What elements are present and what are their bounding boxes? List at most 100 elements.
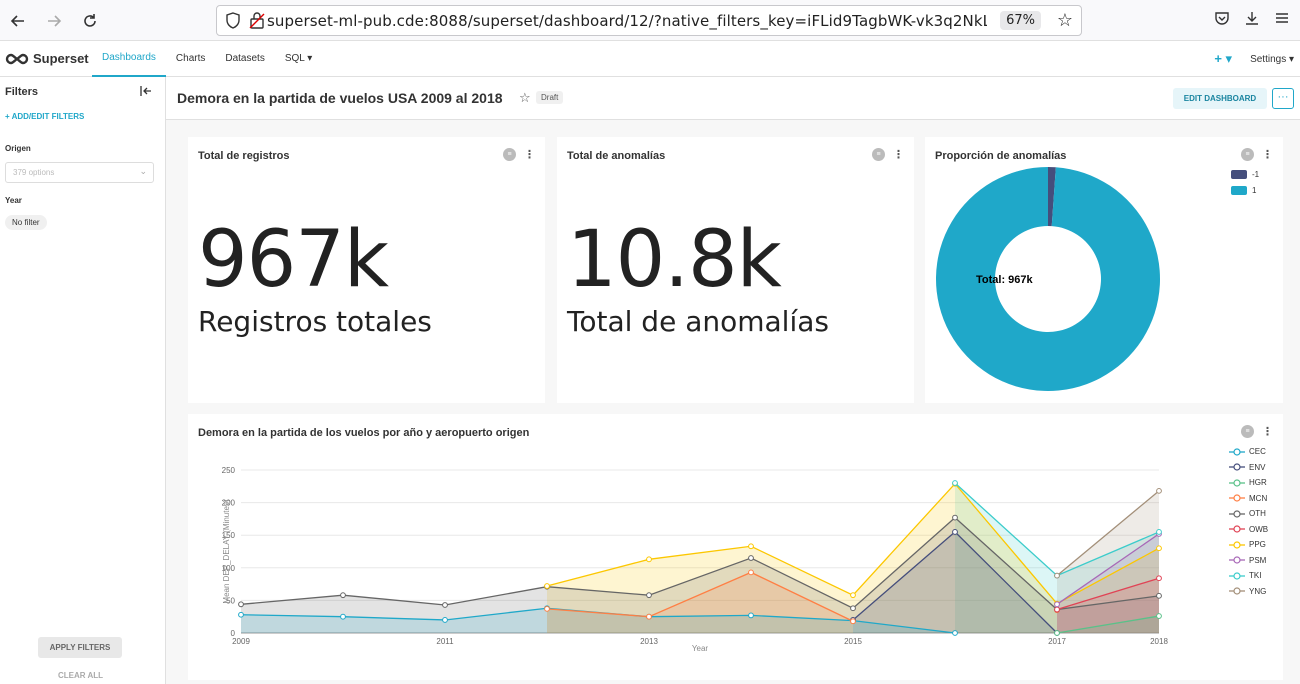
legend-item-PSM[interactable]: PSM xyxy=(1229,553,1268,569)
series-line-HGR[interactable] xyxy=(1056,615,1160,634)
legend-item-OTH[interactable]: OTH xyxy=(1229,506,1268,522)
series-line-PSM[interactable] xyxy=(1056,533,1160,605)
filter-indicator-icon[interactable]: ≡ xyxy=(1241,148,1254,161)
pie-slice--1[interactable] xyxy=(1048,167,1056,227)
origen-select[interactable]: 379 options ⌄ xyxy=(5,162,154,183)
superset-logo-icon xyxy=(5,53,29,64)
data-point-MCN[interactable] xyxy=(850,618,856,625)
series-line-OWB[interactable] xyxy=(1056,577,1160,611)
data-point-OTH[interactable] xyxy=(1156,592,1162,599)
data-point-OTH[interactable] xyxy=(646,592,652,599)
data-point-PPG[interactable] xyxy=(1156,545,1162,552)
legend-marker xyxy=(1229,540,1245,550)
legend-label: MCN xyxy=(1249,493,1268,503)
data-point-PPG[interactable] xyxy=(544,583,550,589)
brand-name: Superset xyxy=(33,51,89,66)
pie-slice-1[interactable] xyxy=(936,167,1160,391)
more-options-button[interactable]: ··· xyxy=(1272,88,1294,109)
kebab-menu-icon[interactable]: ⋮ xyxy=(893,149,904,161)
data-point-MCN[interactable] xyxy=(646,613,652,620)
data-point-OWB[interactable] xyxy=(1156,575,1162,582)
new-menu-button[interactable]: + ▾ xyxy=(1214,51,1233,66)
apply-filters-button[interactable]: APPLY FILTERS xyxy=(38,637,122,658)
data-point-PSM[interactable] xyxy=(1054,601,1060,608)
draft-badge[interactable]: Draft xyxy=(536,91,564,104)
data-point-TKI[interactable] xyxy=(952,480,958,486)
series-line-YNG[interactable] xyxy=(1056,490,1160,577)
reload-icon[interactable] xyxy=(72,3,108,39)
data-point-CEC[interactable] xyxy=(748,612,754,619)
year-filter-chip[interactable]: No filter xyxy=(5,215,47,230)
url-bar[interactable]: superset-ml-pub.cde:8088/superset/dashbo… xyxy=(216,5,1082,36)
kebab-menu-icon[interactable]: ⋮ xyxy=(524,149,535,161)
legend-marker xyxy=(1229,478,1245,488)
data-point-OTH[interactable] xyxy=(952,514,958,521)
kebab-menu-icon[interactable]: ⋮ xyxy=(1262,149,1273,161)
back-icon[interactable] xyxy=(0,3,36,39)
filter-indicator-icon[interactable]: ≡ xyxy=(872,148,885,161)
data-point-OTH[interactable] xyxy=(340,592,346,599)
menu-icon[interactable] xyxy=(1274,10,1290,31)
data-point-PPG[interactable] xyxy=(646,556,652,563)
favorite-star-icon[interactable]: ☆ xyxy=(519,90,531,105)
download-icon[interactable] xyxy=(1244,10,1260,31)
data-point-OTH[interactable] xyxy=(748,555,754,561)
dashboard-title[interactable]: Demora en la partida de vuelos USA 2009 … xyxy=(177,90,503,106)
series-line-MCN[interactable] xyxy=(546,571,854,622)
data-point-YNG[interactable] xyxy=(1054,572,1060,579)
data-point-CEC[interactable] xyxy=(442,617,448,623)
origen-placeholder: 379 options xyxy=(13,168,55,177)
origen-label: Origen xyxy=(5,144,31,153)
settings-menu[interactable]: Settings ▾ xyxy=(1250,53,1294,65)
data-point-CEC[interactable] xyxy=(238,611,244,618)
data-point-OTH[interactable] xyxy=(442,602,448,608)
y-tick-label: 50 xyxy=(226,596,235,605)
data-point-TKI[interactable] xyxy=(1156,529,1162,535)
donut-chart: Total: 967k xyxy=(936,167,1160,391)
data-point-OWB[interactable] xyxy=(1054,606,1060,613)
series-line-OTH[interactable] xyxy=(240,516,1160,611)
data-point-HGR[interactable] xyxy=(1156,613,1162,619)
chart-legend: CEC ENV HGR MCN OTH OWB PPG PSM TKI YNG xyxy=(1229,444,1268,599)
data-point-PPG[interactable] xyxy=(748,543,754,550)
add-edit-filters-button[interactable]: + ADD/EDIT FILTERS xyxy=(5,112,85,121)
filters-title: Filters xyxy=(5,86,39,98)
data-point-HGR[interactable] xyxy=(1054,630,1060,636)
edit-dashboard-button[interactable]: EDIT DASHBOARD xyxy=(1173,88,1267,109)
kebab-menu-icon[interactable]: ⋮ xyxy=(1262,426,1273,438)
legend-marker xyxy=(1229,493,1245,503)
bookmark-star-icon[interactable]: ☆ xyxy=(1056,10,1073,31)
data-point-OTH[interactable] xyxy=(850,605,856,612)
legend-item-MCN[interactable]: MCN xyxy=(1229,491,1268,507)
clear-all-button[interactable]: CLEAR ALL xyxy=(58,671,104,680)
data-point-ENV[interactable] xyxy=(952,529,958,535)
collapse-filters-icon[interactable] xyxy=(140,84,152,100)
data-point-MCN[interactable] xyxy=(748,569,754,576)
data-point-CEC[interactable] xyxy=(952,630,958,636)
forward-icon[interactable] xyxy=(36,3,72,39)
data-point-OTH[interactable] xyxy=(238,601,244,608)
data-point-CEC[interactable] xyxy=(340,613,346,620)
superset-logo[interactable]: Superset xyxy=(4,51,92,66)
legend-item-HGR[interactable]: HGR xyxy=(1229,475,1268,491)
nav-sql[interactable]: SQL ▾ xyxy=(284,53,313,64)
legend-item-TKI[interactable]: TKI xyxy=(1229,568,1268,584)
nav-charts[interactable]: Charts xyxy=(175,53,206,64)
legend-item[interactable]: -1 xyxy=(1231,170,1259,179)
zoom-level[interactable]: 67% xyxy=(1000,11,1041,30)
filter-indicator-icon[interactable]: ≡ xyxy=(503,148,516,161)
nav-datasets[interactable]: Datasets xyxy=(225,53,265,64)
legend-item-YNG[interactable]: YNG xyxy=(1229,584,1268,600)
data-point-YNG[interactable] xyxy=(1156,487,1162,494)
data-point-PPG[interactable] xyxy=(850,592,856,599)
legend-item-ENV[interactable]: ENV xyxy=(1229,460,1268,476)
pocket-icon[interactable] xyxy=(1214,10,1230,31)
legend-item-CEC[interactable]: CEC xyxy=(1229,444,1268,460)
legend-item-PPG[interactable]: PPG xyxy=(1229,537,1268,553)
legend-item[interactable]: 1 xyxy=(1231,186,1256,195)
filter-indicator-icon[interactable]: ≡ xyxy=(1241,425,1254,438)
legend-item-OWB[interactable]: OWB xyxy=(1229,522,1268,538)
nav-dashboards[interactable]: Dashboards xyxy=(92,41,166,77)
data-point-MCN[interactable] xyxy=(544,605,550,612)
url-text[interactable]: superset-ml-pub.cde:8088/superset/dashbo… xyxy=(267,11,987,30)
